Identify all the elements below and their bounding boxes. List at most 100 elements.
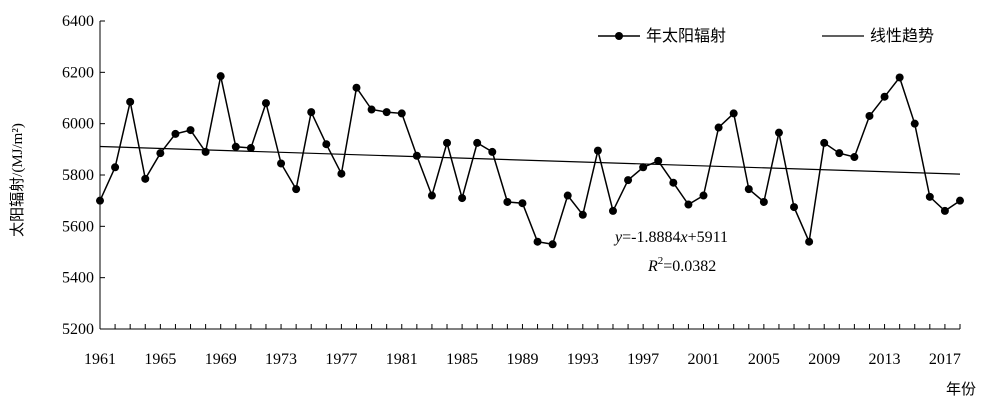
data-point xyxy=(518,199,527,208)
data-point xyxy=(910,119,919,128)
data-point xyxy=(820,138,829,147)
data-point xyxy=(126,97,135,106)
data-point xyxy=(654,156,663,165)
y-tick-label: 5400 xyxy=(62,270,94,287)
data-point xyxy=(548,240,557,249)
x-tick-label: 1981 xyxy=(386,351,418,368)
y-ticks: 5200 5400 5600 5800 6000 6200 6400 xyxy=(62,13,105,338)
y-tick-label: 6400 xyxy=(62,13,94,30)
data-point xyxy=(850,153,859,162)
legend-marker-series xyxy=(615,32,623,40)
data-point xyxy=(231,142,240,151)
series-line xyxy=(99,75,961,246)
data-point xyxy=(201,147,210,156)
data-point xyxy=(216,72,225,81)
data-point xyxy=(639,163,648,172)
y-tick-label: 5800 xyxy=(62,167,94,184)
r2-var: R xyxy=(647,258,658,275)
data-point xyxy=(246,144,255,153)
data-point xyxy=(171,129,180,138)
data-markers xyxy=(96,72,964,249)
data-point xyxy=(397,109,406,118)
x-tick-label: 1993 xyxy=(567,351,599,368)
data-point xyxy=(895,73,904,82)
data-point xyxy=(277,159,286,168)
data-point xyxy=(337,169,346,178)
r-squared: R2=0.0382 xyxy=(647,255,716,275)
data-point xyxy=(774,128,783,137)
data-point xyxy=(352,83,361,92)
data-point xyxy=(412,151,421,160)
data-point xyxy=(261,99,270,108)
x-tick-label: 1969 xyxy=(205,351,237,368)
data-point xyxy=(458,194,467,203)
x-tick-label: 1973 xyxy=(265,351,297,368)
legend-label-series: 年太阳辐射 xyxy=(646,27,726,45)
data-point xyxy=(111,163,120,172)
y-tick-label: 6000 xyxy=(62,116,94,133)
data-point xyxy=(714,123,723,132)
x-axis-label: 年份 xyxy=(946,381,976,398)
trend-equation: y=-1.8884x+5911 xyxy=(613,229,728,246)
data-point xyxy=(956,196,964,205)
y-axis-label: 太阳辐射/(MJ/m²) xyxy=(9,123,26,237)
x-tick-label: 2005 xyxy=(748,351,780,368)
equation-y-var: y xyxy=(613,229,623,246)
data-point xyxy=(940,206,949,215)
data-point xyxy=(322,140,331,149)
data-point xyxy=(805,237,814,246)
data-point xyxy=(865,111,874,120)
equation-coef: =-1.8884 xyxy=(622,229,680,246)
data-point xyxy=(533,237,542,246)
data-point xyxy=(790,203,799,212)
trend-line xyxy=(99,145,961,175)
equation-intercept: +5911 xyxy=(688,229,728,246)
legend-label-trend: 线性趋势 xyxy=(870,27,934,45)
r2-sup: 2 xyxy=(658,255,664,267)
data-point xyxy=(307,108,316,117)
data-point xyxy=(684,200,693,209)
data-point xyxy=(880,92,889,101)
data-point xyxy=(427,191,436,200)
x-tick-label: 1997 xyxy=(627,351,659,368)
data-point xyxy=(96,196,104,205)
data-point xyxy=(699,191,708,200)
data-point xyxy=(608,206,617,215)
x-ticks: 1961 1965 1969 1973 1977 1981 1985 1989 1993 1997… xyxy=(84,324,961,368)
y-tick-label: 5600 xyxy=(62,218,94,235)
legend: 年太阳辐射 线性趋势 xyxy=(598,27,934,45)
x-tick-label: 2009 xyxy=(808,351,840,368)
data-point xyxy=(669,178,678,187)
data-point xyxy=(835,149,844,158)
r2-value: =0.0382 xyxy=(663,258,716,275)
data-point xyxy=(503,197,512,206)
data-point xyxy=(488,147,497,156)
data-point xyxy=(141,174,150,183)
equation-x-var: x xyxy=(679,229,687,246)
data-point xyxy=(744,185,753,194)
y-tick-label: 5200 xyxy=(62,321,94,338)
data-point xyxy=(563,191,572,200)
x-tick-label: 1965 xyxy=(144,351,176,368)
x-tick-label: 1977 xyxy=(325,351,357,368)
x-tick-label: 1961 xyxy=(84,351,116,368)
y-tick-label: 6200 xyxy=(62,64,94,81)
data-point xyxy=(473,138,482,147)
data-point xyxy=(624,176,633,185)
x-tick-label: 2001 xyxy=(688,351,720,368)
data-point xyxy=(729,109,738,118)
data-point xyxy=(156,149,165,158)
data-point xyxy=(382,108,391,117)
x-tick-label: 2017 xyxy=(929,351,961,368)
data-point xyxy=(186,126,195,135)
x-tick-label: 2013 xyxy=(869,351,901,368)
data-point xyxy=(367,105,376,114)
data-point xyxy=(759,197,768,206)
data-point xyxy=(925,192,934,201)
data-point xyxy=(578,210,587,219)
data-point xyxy=(443,138,452,147)
data-point xyxy=(292,185,301,194)
x-tick-label: 1985 xyxy=(446,351,478,368)
x-tick-label: 1989 xyxy=(506,351,538,368)
